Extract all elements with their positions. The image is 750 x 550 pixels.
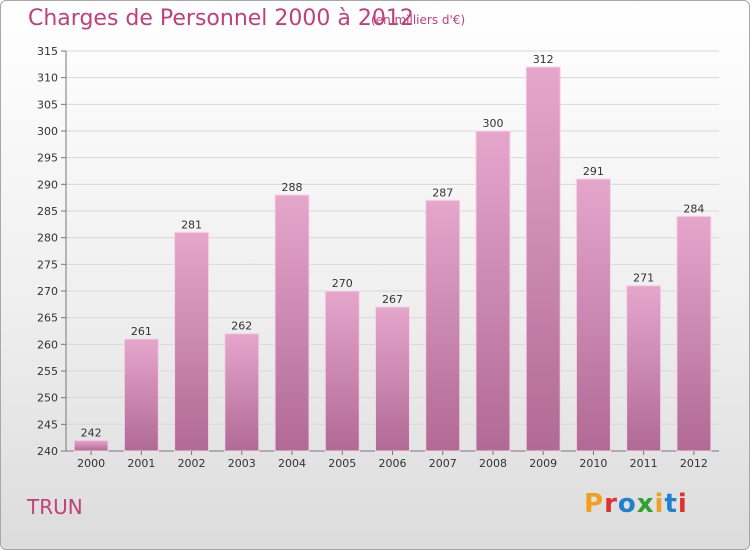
x-tick-label: 2003 [228, 457, 256, 470]
bar [274, 194, 310, 452]
bar [174, 231, 210, 452]
data-label: 270 [332, 277, 353, 290]
data-label: 300 [482, 117, 503, 130]
y-tick-label: 305 [37, 98, 58, 111]
bar [425, 199, 461, 452]
x-tick-label: 2009 [529, 457, 557, 470]
y-tick-label: 255 [37, 365, 58, 378]
chart-title: Charges de Personnel 2000 à 2012 [28, 6, 414, 31]
x-tick-label: 2008 [479, 457, 507, 470]
x-tick-label: 2000 [77, 457, 105, 470]
y-tick-label: 260 [37, 338, 58, 351]
x-tick-label: 2002 [178, 457, 206, 470]
y-tick-label: 310 [37, 72, 58, 85]
x-tick-label: 2006 [379, 457, 407, 470]
x-tick-label: 2005 [328, 457, 356, 470]
x-tick-label: 2007 [429, 457, 457, 470]
data-label: 287 [432, 186, 453, 199]
bar [475, 130, 511, 452]
y-tick-label: 290 [37, 178, 58, 191]
y-tick-label: 265 [37, 312, 58, 325]
logo-letter: x [636, 489, 655, 519]
data-label: 267 [382, 293, 403, 306]
y-tick-label: 315 [37, 45, 58, 58]
location-label: TRUN [27, 495, 83, 519]
data-label: 281 [181, 218, 202, 231]
y-tick-label: 275 [37, 258, 58, 271]
bar [676, 215, 712, 452]
chart-subtitle: (en milliers d'€) [371, 13, 466, 27]
y-tick-label: 250 [37, 392, 58, 405]
data-label: 271 [633, 272, 654, 285]
data-label: 261 [131, 325, 152, 338]
logo-letter: P [584, 489, 605, 519]
data-label: 242 [81, 426, 102, 439]
x-tick-label: 2001 [127, 457, 155, 470]
y-tick-label: 270 [37, 285, 58, 298]
data-label: 288 [282, 181, 303, 194]
bar [324, 290, 360, 452]
bar [375, 306, 410, 452]
y-tick-label: 245 [37, 418, 58, 431]
bar [123, 338, 159, 452]
data-label: 312 [533, 53, 554, 66]
bar [626, 285, 662, 452]
y-tick-label: 300 [37, 125, 58, 138]
y-tick-label: 240 [37, 445, 58, 458]
bar [224, 333, 260, 452]
x-tick-label: 2012 [680, 457, 708, 470]
y-tick-label: 295 [37, 152, 58, 165]
logo-letter: i [677, 489, 688, 519]
logo-letter: r [604, 489, 618, 519]
bar [525, 66, 561, 452]
x-tick-label: 2011 [630, 457, 658, 470]
data-label: 291 [583, 165, 604, 178]
x-tick-label: 2010 [579, 457, 607, 470]
x-tick-label: 2004 [278, 457, 306, 470]
logo-letter: t [664, 489, 678, 519]
logo-letter: o [617, 489, 637, 519]
data-label: 284 [683, 202, 704, 215]
proxiti-logo: Proxiti [584, 489, 688, 519]
bar [73, 439, 109, 452]
y-tick-label: 280 [37, 232, 58, 245]
bar [575, 178, 611, 452]
logo-letter: i [654, 489, 665, 519]
y-tick-label: 285 [37, 205, 58, 218]
data-label: 262 [231, 320, 252, 333]
